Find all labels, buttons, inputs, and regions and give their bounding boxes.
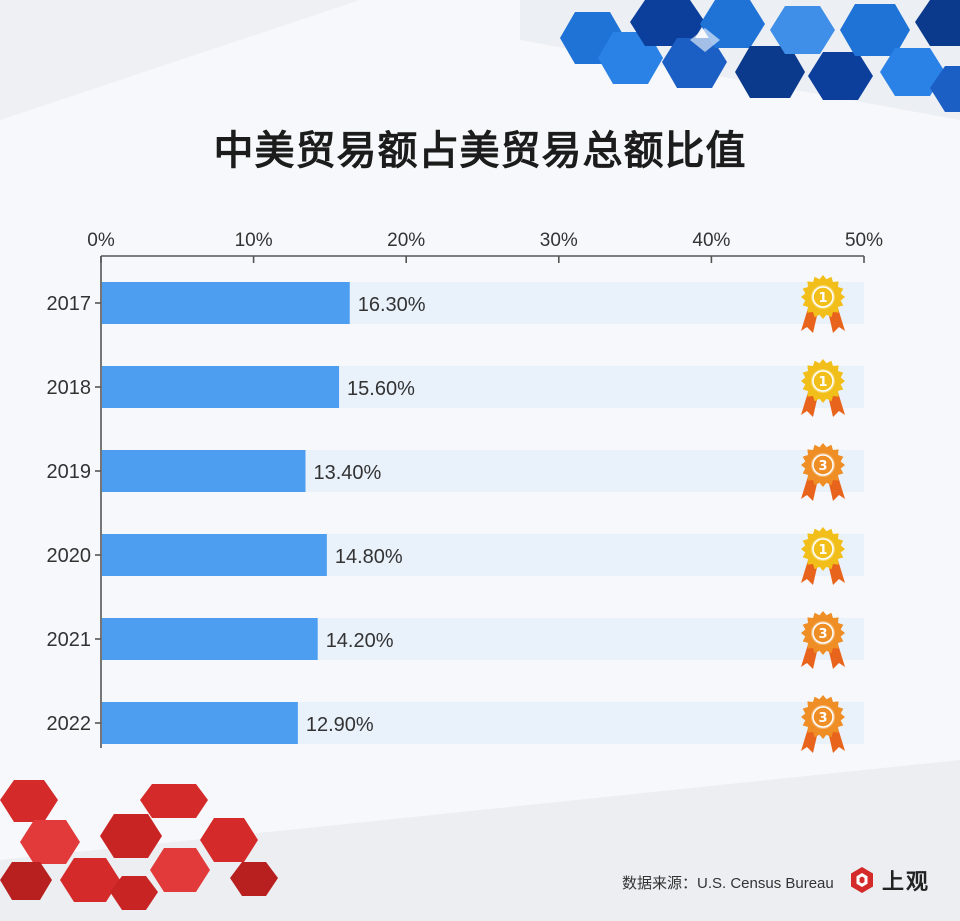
data-label: 12.90% xyxy=(306,714,374,736)
data-label: 15.60% xyxy=(347,378,415,400)
logo-icon xyxy=(851,867,873,893)
publisher-logo: 上观 xyxy=(848,862,938,898)
x-tick-label: 40% xyxy=(692,230,730,251)
bronze-medal-icon: 3 xyxy=(801,695,845,753)
y-tick-label: 2019 xyxy=(47,461,92,483)
data-label: 13.40% xyxy=(313,462,381,484)
medal-inner xyxy=(812,622,834,644)
y-tick-label: 2022 xyxy=(47,713,92,735)
bars-group: 2017 16.30% 1 2018 15.60% 1 2019 13.40% 3 2020 14.… xyxy=(47,275,864,753)
x-tick-label: 50% xyxy=(845,230,883,251)
bar xyxy=(102,450,306,492)
source-note: 数据来源：U.S. Census Bureau xyxy=(622,875,834,892)
medal-inner xyxy=(812,370,834,392)
gold-medal-icon: 1 xyxy=(801,275,845,333)
x-tick-label: 0% xyxy=(87,230,115,251)
medal-number: 3 xyxy=(818,627,827,642)
x-tick-label: 30% xyxy=(540,230,578,251)
bar xyxy=(102,282,350,324)
medal-number: 3 xyxy=(818,459,827,474)
data-label: 16.30% xyxy=(358,294,426,316)
y-tick-label: 2020 xyxy=(47,545,92,567)
x-tick-label: 20% xyxy=(387,230,425,251)
bronze-medal-icon: 3 xyxy=(801,611,845,669)
medal-number: 1 xyxy=(818,543,827,558)
medal-number: 1 xyxy=(818,375,827,390)
y-tick-label: 2021 xyxy=(47,629,92,651)
medal-inner xyxy=(812,706,834,728)
data-label: 14.80% xyxy=(335,546,403,568)
bar xyxy=(102,366,340,408)
medal-number: 3 xyxy=(818,711,827,726)
page-title: 中美贸易额占美贸易总额比值 xyxy=(213,128,747,174)
gold-medal-icon: 1 xyxy=(801,527,845,585)
gold-medal-icon: 1 xyxy=(801,359,845,417)
medal-inner xyxy=(812,286,834,308)
medal-inner xyxy=(812,454,834,476)
bar xyxy=(102,618,318,660)
bronze-medal-icon: 3 xyxy=(801,443,845,501)
data-label: 14.20% xyxy=(326,630,394,652)
logo-text: 上观 xyxy=(882,870,931,895)
x-tick-label: 10% xyxy=(235,230,273,251)
medal-number: 1 xyxy=(818,291,827,306)
axis-group: 0% 10% 20% 30% 40% 50% xyxy=(87,230,883,748)
y-tick-label: 2018 xyxy=(47,377,92,399)
bar xyxy=(102,702,298,744)
bar xyxy=(102,534,327,576)
medal-inner xyxy=(812,538,834,560)
y-tick-label: 2017 xyxy=(47,293,92,315)
